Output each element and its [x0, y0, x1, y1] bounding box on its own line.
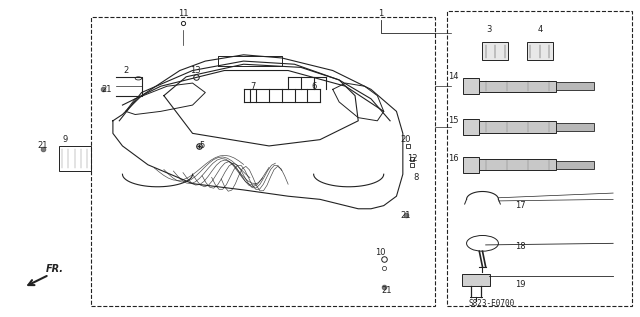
Text: 13: 13: [191, 66, 201, 75]
Text: 1: 1: [378, 10, 383, 18]
Bar: [59, 146, 91, 171]
Bar: [479, 121, 556, 133]
Text: 10: 10: [375, 248, 386, 257]
Text: 11: 11: [178, 10, 188, 18]
Bar: [91, 17, 435, 306]
Text: 12: 12: [407, 154, 418, 163]
Text: 5: 5: [200, 141, 205, 151]
Bar: [556, 82, 594, 90]
Text: 21: 21: [38, 141, 48, 151]
Text: 6: 6: [311, 82, 316, 91]
Bar: [462, 274, 490, 286]
Text: S823-E0700: S823-E0700: [469, 299, 515, 307]
Text: 18: 18: [515, 242, 526, 251]
Text: 16: 16: [449, 154, 459, 163]
Bar: [463, 78, 479, 94]
Text: 21: 21: [401, 210, 412, 220]
Bar: [447, 11, 632, 306]
Bar: [463, 157, 479, 173]
Text: 7: 7: [250, 82, 256, 91]
Text: 9: 9: [63, 135, 68, 144]
Text: 2: 2: [123, 66, 128, 75]
Text: 3: 3: [486, 25, 492, 34]
Text: 20: 20: [401, 135, 412, 144]
Text: 17: 17: [515, 201, 526, 210]
Bar: [556, 123, 594, 131]
Text: 8: 8: [413, 173, 419, 182]
Text: 14: 14: [449, 72, 459, 81]
Text: 4: 4: [537, 25, 543, 34]
Text: 19: 19: [515, 280, 526, 289]
Text: 15: 15: [449, 116, 459, 125]
Bar: [556, 161, 594, 169]
Text: 21: 21: [381, 286, 392, 295]
Bar: [479, 159, 556, 171]
Bar: [479, 81, 556, 92]
Bar: [483, 42, 508, 60]
Text: FR.: FR.: [46, 264, 64, 274]
Bar: [527, 42, 552, 60]
Bar: [463, 119, 479, 135]
Text: 21: 21: [101, 85, 112, 94]
